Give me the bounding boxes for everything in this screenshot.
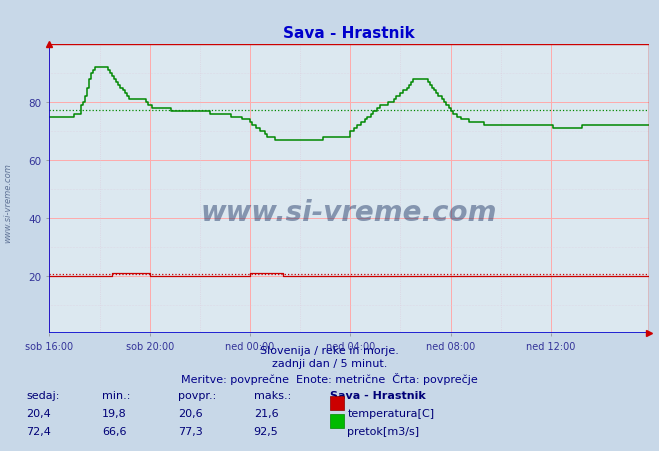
Text: 72,4: 72,4 [26,426,51,436]
Text: 21,6: 21,6 [254,408,278,418]
Text: www.si-vreme.com: www.si-vreme.com [3,163,13,243]
Text: pretok[m3/s]: pretok[m3/s] [347,426,419,436]
Text: temperatura[C]: temperatura[C] [347,408,434,418]
Title: Sava - Hrastnik: Sava - Hrastnik [283,26,415,41]
Text: 19,8: 19,8 [102,408,127,418]
Text: maks.:: maks.: [254,390,291,400]
Text: povpr.:: povpr.: [178,390,216,400]
Text: min.:: min.: [102,390,130,400]
Text: Sava - Hrastnik: Sava - Hrastnik [330,390,425,400]
Text: 20,4: 20,4 [26,408,51,418]
Text: www.si-vreme.com: www.si-vreme.com [201,198,498,226]
Text: sedaj:: sedaj: [26,390,60,400]
Text: 20,6: 20,6 [178,408,202,418]
Text: Meritve: povprečne  Enote: metrične  Črta: povprečje: Meritve: povprečne Enote: metrične Črta:… [181,372,478,384]
Text: 77,3: 77,3 [178,426,203,436]
Text: 92,5: 92,5 [254,426,279,436]
Text: Slovenija / reke in morje.: Slovenija / reke in morje. [260,345,399,355]
Text: zadnji dan / 5 minut.: zadnji dan / 5 minut. [272,359,387,368]
Text: 66,6: 66,6 [102,426,127,436]
